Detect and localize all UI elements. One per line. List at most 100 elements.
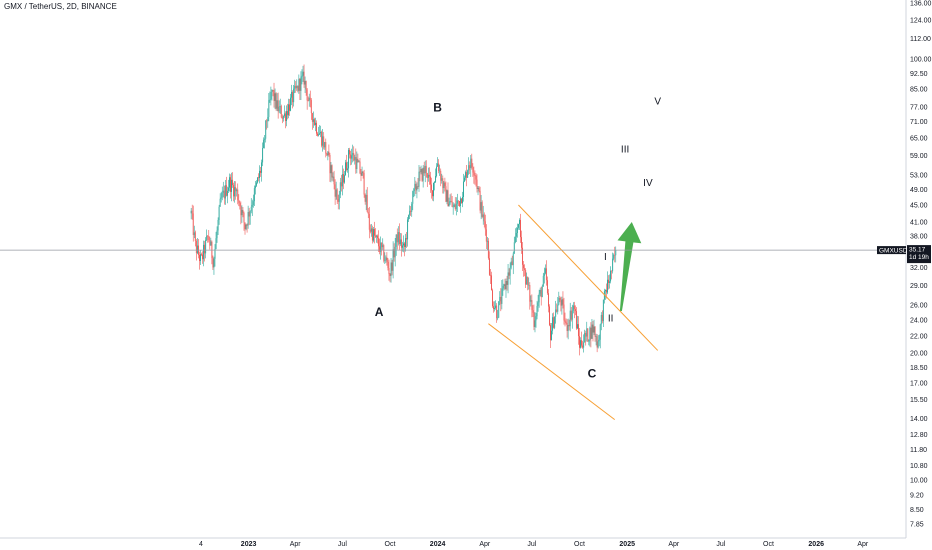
candle-body	[608, 279, 609, 283]
candle-body	[559, 297, 561, 301]
candle-body	[260, 170, 261, 173]
candle-body	[351, 155, 353, 159]
candle-body	[509, 267, 511, 276]
candle-body	[272, 90, 274, 91]
price-tick-label: 20.00	[910, 351, 928, 358]
candle-body	[330, 165, 332, 174]
candle-body	[531, 300, 533, 311]
candle-body	[238, 200, 240, 203]
price-tick-label: 29.00	[910, 283, 928, 290]
candle-body	[499, 297, 501, 302]
candle-body	[522, 247, 524, 265]
candle-body	[587, 328, 589, 342]
candle-body	[612, 258, 614, 272]
candle-body	[320, 131, 322, 134]
candle-body	[474, 175, 476, 176]
candle-body	[318, 134, 319, 136]
candle-body	[375, 235, 376, 237]
candle-body	[397, 232, 399, 243]
candle-body	[395, 234, 397, 247]
price-tick-label: 92.50	[910, 71, 928, 78]
candle-body	[380, 242, 382, 252]
candle-body	[589, 327, 591, 341]
price-tick-label: 12.80	[910, 432, 928, 439]
candle-body	[226, 190, 228, 196]
candle-body	[288, 104, 289, 116]
candle-body	[270, 92, 272, 100]
candle-body	[456, 200, 458, 204]
price-tick-label: 100.00	[910, 57, 932, 64]
candle-body	[493, 306, 495, 309]
candle-body	[516, 227, 518, 234]
price-tick-label: 53.00	[910, 173, 928, 180]
candle-body	[458, 201, 460, 206]
price-axis[interactable]: 136.00 124.00 112.00 100.00 92.50 85.00 77.00 7…	[910, 1, 932, 529]
candle-body	[433, 182, 434, 197]
candle-body	[530, 300, 532, 302]
candle-body	[387, 261, 389, 268]
candle-body	[404, 243, 405, 248]
candle-body	[529, 285, 531, 302]
candle-body	[440, 170, 442, 181]
candle-body	[294, 85, 296, 89]
candle-body	[533, 312, 535, 327]
candle-body	[216, 230, 218, 239]
price-tick-label: 71.00	[910, 119, 928, 126]
time-tick-label: Oct	[385, 541, 396, 548]
candle-body	[282, 116, 284, 119]
candle-body	[396, 234, 398, 243]
time-tick-label: Jul	[338, 541, 347, 548]
candle-body	[267, 116, 269, 122]
candle-body	[364, 194, 366, 202]
channel-upper-line	[518, 204, 659, 351]
candle-body	[231, 179, 232, 192]
symbol-tag: GMXUSDT	[877, 246, 912, 254]
candle-body	[524, 268, 526, 271]
candle-body	[266, 120, 268, 122]
time-axis[interactable]: 4 2023 Apr Jul Oct 2024 Apr Jul Oct 2025 Apr Jul Oct…	[199, 541, 869, 548]
candle-body	[407, 219, 409, 240]
candle-body	[562, 299, 564, 305]
candle-body	[293, 88, 295, 103]
candle-body	[570, 310, 572, 320]
price-tick-label: 18.50	[910, 365, 928, 372]
candle-body	[325, 142, 327, 154]
candle-body	[405, 238, 406, 248]
price-tick-label: 41.00	[910, 220, 928, 227]
time-tick-label: Apr	[668, 541, 680, 548]
candlestick-series	[190, 64, 617, 356]
candle-body	[544, 268, 546, 274]
candle-body	[521, 237, 522, 248]
candle-body	[350, 154, 352, 159]
candle-body	[372, 229, 374, 241]
candle-body	[484, 221, 486, 230]
candle-body	[336, 189, 338, 199]
candle-body	[355, 157, 357, 170]
candle-body	[219, 198, 221, 207]
candle-body	[348, 149, 350, 169]
candle-body	[500, 297, 502, 304]
candle-body	[302, 71, 304, 76]
candle-body	[247, 212, 249, 226]
candle-body	[615, 250, 617, 256]
candle-body	[582, 345, 584, 348]
candle-body	[264, 138, 266, 140]
candle-body	[446, 190, 448, 202]
candle-body	[573, 305, 575, 310]
candle-body	[376, 235, 377, 237]
candle-body	[358, 161, 360, 163]
candle-body	[537, 302, 539, 307]
wave-label-C: C	[588, 367, 597, 381]
candle-body	[297, 85, 299, 91]
candle-body	[425, 165, 427, 174]
time-tick-label: 2026	[808, 541, 824, 548]
candle-body	[409, 210, 411, 216]
candle-body	[497, 317, 499, 319]
candle-body	[403, 243, 404, 246]
price-tick-label: 10.00	[910, 477, 928, 484]
candle-body	[382, 245, 384, 248]
candle-body	[207, 235, 209, 237]
wave-label-A: A	[375, 305, 384, 319]
candle-body	[461, 198, 462, 204]
candle-body	[472, 167, 474, 173]
